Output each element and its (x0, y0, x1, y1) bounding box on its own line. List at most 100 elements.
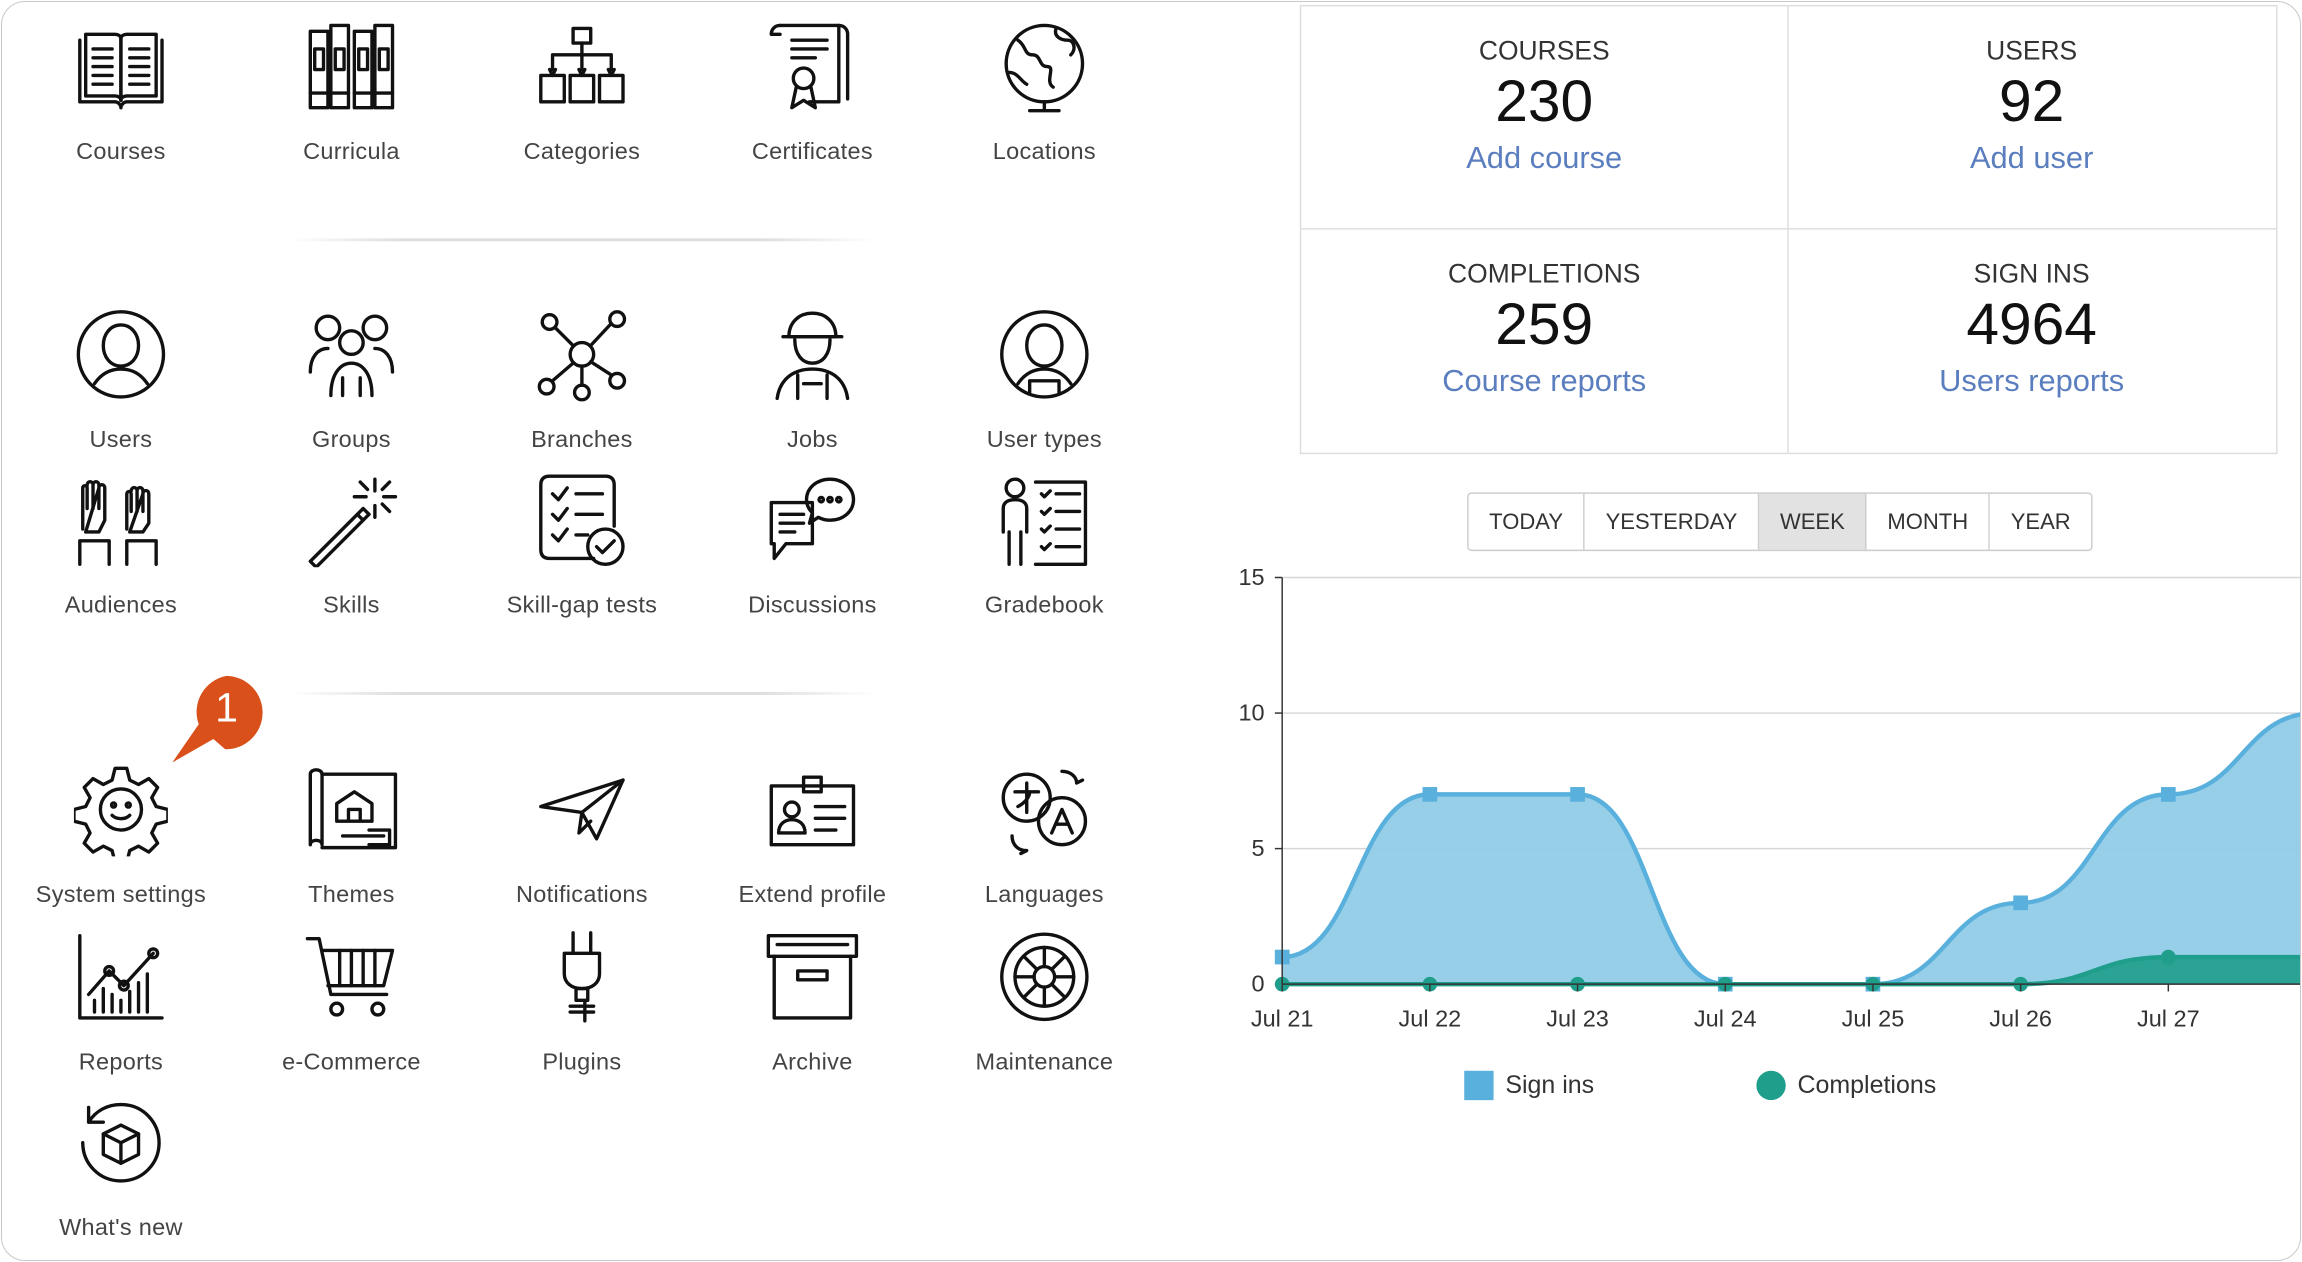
tile-languages[interactable]: Languages (942, 762, 1148, 909)
tile-gradebook[interactable]: Gradebook (942, 473, 1148, 620)
range-today-button[interactable]: TODAY (1468, 493, 1586, 550)
data-point-sign-ins (2160, 787, 2176, 802)
tile-label: Extend profile (738, 882, 887, 908)
range-year-button[interactable]: YEAR (1990, 493, 2092, 550)
tile-locations[interactable]: Locations (942, 20, 1148, 167)
plug-icon (535, 930, 629, 1024)
tile-label: Courses (76, 140, 166, 165)
chat-bubbles-icon (765, 473, 859, 567)
stat-courses: COURSES 230 Add course (1301, 6, 1787, 228)
tile-courses[interactable]: Courses (18, 20, 224, 167)
range-week-button[interactable]: WEEK (1759, 493, 1867, 550)
tile-discussions[interactable]: Discussions (710, 473, 916, 620)
network-icon (535, 307, 629, 402)
tile-extend-profile[interactable]: Extend profile (710, 762, 916, 909)
gradebook-icon (997, 473, 1091, 567)
y-tick-label: 15 (1238, 564, 1264, 590)
user-circle-icon (74, 307, 168, 401)
tile-label: Categories (523, 140, 641, 165)
range-yesterday-button[interactable]: YESTERDAY (1585, 493, 1760, 550)
stat-title: SIGN INS (1973, 258, 2090, 289)
tile-user-types[interactable]: User types (942, 307, 1148, 454)
tile-categories[interactable]: Categories (479, 20, 685, 167)
tile-certificates[interactable]: Certificates (710, 20, 916, 167)
tile-label: Themes (308, 882, 395, 908)
group-icon (304, 307, 398, 401)
legend-swatch (1464, 1070, 1494, 1101)
blueprint-icon (304, 762, 398, 856)
x-tick-label: Jul 26 (1989, 1006, 2052, 1032)
tile-label: What's new (59, 1216, 183, 1242)
binders-icon (304, 20, 398, 114)
x-tick-label: Jul 23 (1546, 1006, 1609, 1032)
data-point-sign-ins (1422, 787, 1438, 802)
tile-users[interactable]: Users (18, 307, 224, 454)
grid-divider (1787, 6, 1789, 453)
legend-sign-ins[interactable]: Sign ins (1464, 1070, 1595, 1101)
cart-icon (304, 930, 398, 1024)
new-box-icon (74, 1096, 168, 1190)
tile-themes[interactable]: Themes (249, 762, 455, 909)
stats-panel: COURSES 230 Add course USERS 92 Add user… (1299, 4, 2278, 455)
grid-divider (1301, 228, 2277, 230)
y-tick-label: 5 (1252, 835, 1265, 861)
legend-swatch (1756, 1070, 1786, 1101)
tile-reports[interactable]: Reports (18, 930, 224, 1077)
tile-e-commerce[interactable]: e-Commerce (249, 930, 455, 1077)
section-divider (288, 692, 876, 695)
tile-audiences[interactable]: Audiences (18, 473, 224, 620)
tile-label: Certificates (751, 140, 873, 165)
tile-curricula[interactable]: Curricula (249, 20, 455, 167)
series-area-sign-ins (1282, 714, 2300, 985)
tile-label: Jobs (786, 427, 838, 453)
tile-system-settings[interactable]: System settings (18, 762, 224, 909)
translate-icon (997, 762, 1091, 856)
globe-icon (997, 20, 1091, 114)
raised-hands-icon (74, 473, 168, 567)
line-chart-icon (74, 930, 168, 1024)
tile-label: System settings (35, 882, 207, 908)
tile-label: Users (89, 427, 153, 453)
stat-value: 92 (1998, 69, 2065, 135)
tile-label: Audiences (64, 593, 178, 619)
course-reports-link[interactable]: Course reports (1442, 364, 1647, 399)
tile-notifications[interactable]: Notifications (479, 762, 685, 909)
tile-skills[interactable]: Skills (249, 473, 455, 620)
stat-title: COMPLETIONS (1448, 258, 1641, 289)
tile-maintenance[interactable]: Maintenance (942, 930, 1148, 1077)
data-point-completions (2160, 949, 2176, 965)
stat-value: 230 (1495, 69, 1594, 135)
tile-whats-new[interactable]: What's new (18, 1096, 224, 1243)
worker-icon (765, 307, 859, 401)
data-point-sign-ins (2013, 895, 2028, 911)
gear-icon (72, 762, 170, 864)
x-tick-label: Jul 27 (2137, 1006, 2200, 1032)
users-reports-link[interactable]: Users reports (1939, 364, 2125, 399)
tile-jobs[interactable]: Jobs (710, 307, 916, 454)
legend-label: Sign ins (1505, 1070, 1595, 1099)
tile-label: Maintenance (975, 1050, 1114, 1076)
tile-label: Archive (772, 1050, 853, 1076)
archive-box-icon (765, 930, 859, 1024)
tile-label: Discussions (748, 593, 877, 619)
tile-branches[interactable]: Branches (479, 307, 685, 454)
add-user-link[interactable]: Add user (1969, 141, 2094, 176)
section-divider (288, 238, 876, 242)
magic-wand-icon (304, 473, 398, 569)
add-course-link[interactable]: Add course (1466, 141, 1623, 176)
stat-users: USERS 92 Add user (1789, 6, 2275, 228)
legend-completions[interactable]: Completions (1756, 1070, 1937, 1101)
stat-value: 4964 (1966, 292, 2097, 358)
tile-plugins[interactable]: Plugins (479, 930, 685, 1077)
tile-label: Skill-gap tests (506, 593, 658, 619)
range-month-button[interactable]: MONTH (1866, 493, 1991, 550)
x-tick-label: Jul 22 (1399, 1006, 1462, 1032)
tile-groups[interactable]: Groups (249, 307, 455, 454)
tile-label: Groups (311, 427, 391, 453)
tile-label: Plugins (542, 1050, 622, 1076)
tile-skill-gap-tests[interactable]: Skill-gap tests (479, 473, 685, 620)
legend-label: Completions (1797, 1070, 1937, 1099)
tile-label: e-Commerce (282, 1050, 421, 1076)
tile-archive[interactable]: Archive (710, 930, 916, 1077)
